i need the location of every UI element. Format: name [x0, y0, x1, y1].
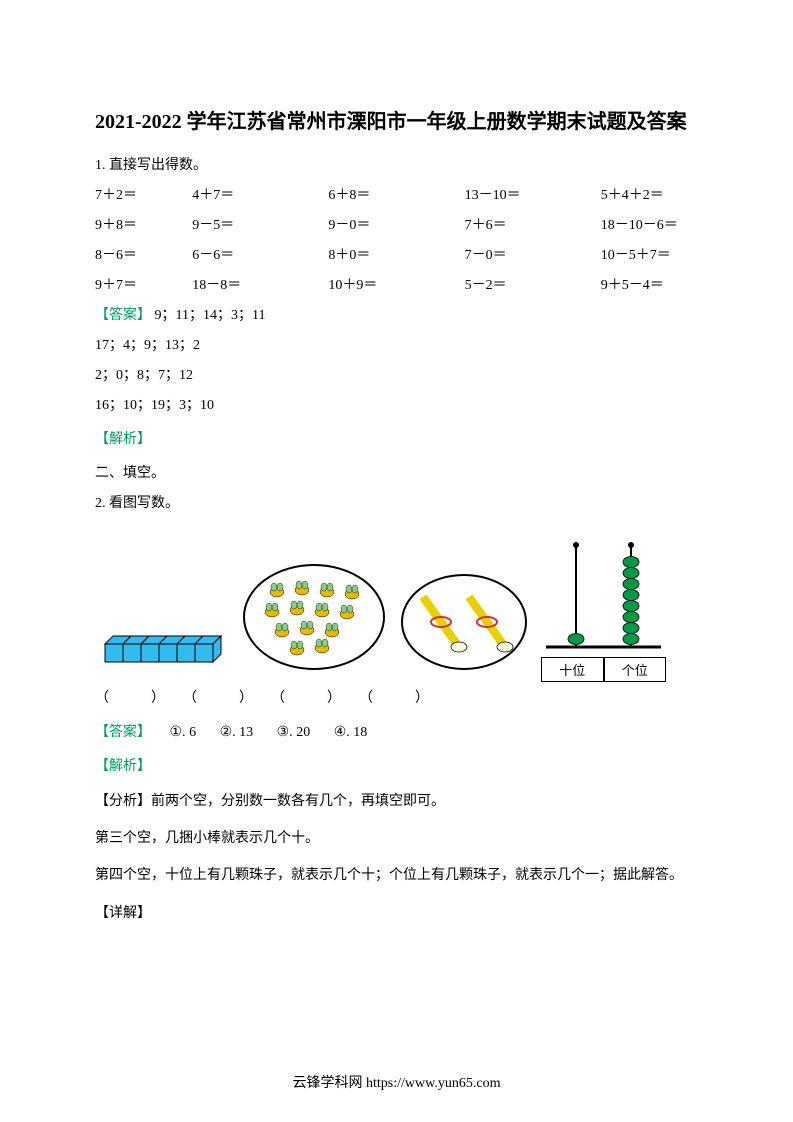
- answer-item: ②. 13: [220, 724, 254, 741]
- answer-num: ②.: [220, 725, 236, 740]
- answer-item: ③. 20: [277, 724, 311, 741]
- answer-item: ④. 18: [334, 724, 368, 741]
- blank: （ ）: [359, 687, 429, 707]
- equation: 5＋4＋2＝: [601, 184, 698, 204]
- eq-row: 9＋8＝ 9－5＝ 9－0＝ 7＋6＝ 18－10－6＝: [95, 214, 698, 234]
- eq-row: 9＋7＝ 18－8＝ 10＋9＝ 5－2＝ 9＋5－4＝: [95, 274, 698, 294]
- eq-row: 7＋2＝ 4＋7＝ 6＋8＝ 13－10＝ 5＋4＋2＝: [95, 184, 698, 204]
- answer-num: ③.: [277, 725, 293, 740]
- answers2: 【答案】 ①. 6 ②. 13 ③. 20 ④. 18: [95, 721, 698, 741]
- footer: 云锋学科网 https://www.yun65.com: [0, 1072, 793, 1092]
- fenxi-line: 第四个空，十位上有几颗珠子，就表示几个十；个位上有几颗珠子，就表示几个一；据此解…: [95, 863, 698, 888]
- equation: 9－0＝: [328, 214, 464, 234]
- tens-label: 十位: [541, 657, 604, 682]
- page-title: 2021-2022 学年江苏省常州市溧阳市一年级上册数学期末试题及答案: [95, 100, 698, 144]
- answer-line: 2；0；8；7；12: [95, 364, 698, 384]
- equation: 9＋8＝: [95, 214, 192, 234]
- answer-val: 20: [296, 725, 310, 740]
- abacus-labels: 十位 个位: [541, 657, 666, 682]
- q1-label: 1. 直接写出得数。: [95, 154, 698, 174]
- answer-item: ①. 6: [170, 724, 197, 741]
- answer-val: 6: [189, 725, 196, 740]
- abacus-figure: 十位 个位: [541, 537, 666, 672]
- equation: 13－10＝: [465, 184, 601, 204]
- answer-line: 16；10；19；3；10: [95, 394, 698, 414]
- equation: 7－0＝: [465, 244, 601, 264]
- answer-line: 17；4；9；13；2: [95, 334, 698, 354]
- equation: 8－6＝: [95, 244, 192, 264]
- equation: 9－5＝: [192, 214, 328, 234]
- answer-num: ①.: [170, 725, 186, 740]
- answer-label: 【答案】: [95, 308, 151, 323]
- section2-label: 二、填空。: [95, 462, 698, 482]
- equation: 9＋7＝: [95, 274, 192, 294]
- answer-label: 【答案】: [95, 725, 151, 740]
- q2-label: 2. 看图写数。: [95, 492, 698, 512]
- equation: 5－2＝: [465, 274, 601, 294]
- cubes-figure: [95, 622, 230, 672]
- xiangjie-label: 【详解】: [95, 901, 698, 926]
- equation: 6＋8＝: [328, 184, 464, 204]
- fenxi-text: 前两个空，分别数一数各有几个，再填空即可。: [151, 794, 445, 809]
- bundles-figure: [399, 572, 529, 672]
- blanks-row: （ ） （ ） （ ） （ ）: [95, 687, 698, 707]
- figures-row: 十位 个位: [95, 537, 698, 672]
- equation: 8＋0＝: [328, 244, 464, 264]
- equations-grid: 7＋2＝ 4＋7＝ 6＋8＝ 13－10＝ 5＋4＋2＝ 9＋8＝ 9－5＝ 9…: [95, 184, 698, 294]
- ones-label: 个位: [604, 657, 667, 682]
- equation: 18－10－6＝: [601, 214, 698, 234]
- equation: 18－8＝: [192, 274, 328, 294]
- analysis-label: 【解析】: [95, 428, 698, 448]
- eq-row: 8－6＝ 6－6＝ 8＋0＝ 7－0＝ 10－5＋7＝: [95, 244, 698, 264]
- equation: 10＋9＝: [328, 274, 464, 294]
- answer-num: ④.: [334, 725, 350, 740]
- blank: （ ）: [271, 687, 341, 707]
- answer-values: 9；11；14；3；11: [155, 308, 266, 323]
- equation: 10－5＋7＝: [601, 244, 698, 264]
- equation: 9＋5－4＝: [601, 274, 698, 294]
- equation: 7＋2＝: [95, 184, 192, 204]
- answer-val: 13: [239, 725, 253, 740]
- blank: （ ）: [183, 687, 253, 707]
- analysis2-label: 【解析】: [95, 755, 698, 775]
- equation: 4＋7＝: [192, 184, 328, 204]
- equation: 6－6＝: [192, 244, 328, 264]
- fenxi-label: 【分析】: [95, 794, 151, 809]
- blank: （ ）: [95, 687, 165, 707]
- fenxi-line: 第三个空，几捆小棒就表示几个十。: [95, 826, 698, 851]
- answer-block: 【答案】 9；11；14；3；11: [95, 304, 698, 324]
- equation: 7＋6＝: [465, 214, 601, 234]
- answer-val: 18: [353, 725, 367, 740]
- fenxi-line: 【分析】前两个空，分别数一数各有几个，再填空即可。: [95, 789, 698, 814]
- bees-figure: [242, 562, 387, 672]
